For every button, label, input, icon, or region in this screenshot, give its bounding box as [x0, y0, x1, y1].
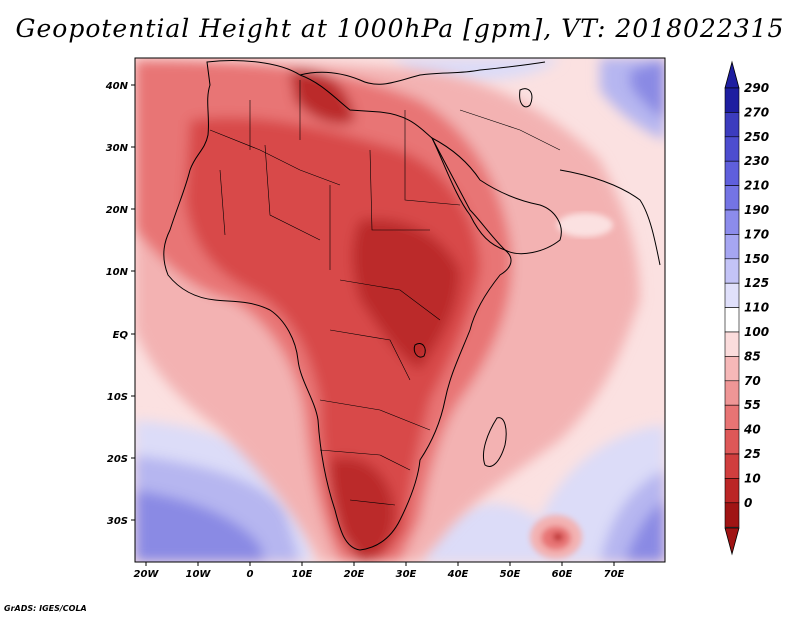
colorbar-label: 125 [744, 276, 769, 290]
mascarene-low [530, 515, 582, 559]
lon-label-70e: 70E [604, 569, 625, 580]
northeast-blue-dark [630, 60, 665, 120]
map-field [135, 58, 665, 562]
lat-label-20n: 20N [106, 205, 129, 216]
lon-label-10w: 10W [186, 569, 212, 580]
lat-label-30n: 30N [106, 143, 129, 154]
country-borders [209, 80, 561, 506]
colorbar-segment [724, 282, 740, 308]
low-core [553, 533, 563, 541]
colorbar-segment [724, 258, 740, 284]
blue-band-light-east [420, 425, 665, 562]
latitude-axis: 40N 30N 20N 10N EQ 10S 20S 30S [105, 81, 135, 527]
colorbar-segment [724, 307, 740, 333]
colorbar-label: 270 [744, 105, 769, 119]
lat-label-30s: 30S [107, 516, 128, 527]
south-asia-coast [559, 169, 661, 266]
lat-label-20s: 20S [107, 454, 128, 465]
colorbar-label: 70 [744, 374, 761, 388]
red-contour-3 [290, 69, 355, 124]
colorbar-label: 55 [744, 398, 761, 412]
colorbar-label: 250 [744, 130, 769, 144]
colorbar-label: 230 [744, 154, 769, 168]
colorbar-label: 150 [744, 252, 769, 266]
arabian-peninsula [430, 136, 562, 255]
colorbar-label: 25 [744, 447, 761, 461]
grads-credit: GrADS: IGES/COLA [4, 604, 87, 613]
colorbar: 2902702502302101901701501251101008570554… [724, 60, 769, 556]
colorbar-label: 85 [744, 349, 761, 363]
lon-label-20w: 20W [134, 569, 160, 580]
colorbar-segment [724, 160, 740, 186]
colorbar-label: 110 [744, 301, 769, 315]
colorbar-segment [724, 209, 740, 235]
colorbar-label: 170 [744, 227, 769, 241]
blue-band-dark-east [625, 500, 665, 562]
colorbar-label: 40 [743, 423, 761, 437]
lat-label-eq: EQ [113, 330, 129, 341]
colorbar-segment [724, 234, 740, 260]
colorbar-segment [724, 502, 740, 528]
map-frame [134, 57, 666, 563]
lon-label-60e: 60E [552, 569, 573, 580]
colorbar-segment [724, 331, 740, 357]
colorbar-top-arrow [724, 60, 740, 89]
madagascar [483, 417, 507, 467]
lon-label-0: 0 [247, 569, 254, 580]
colorbar-label: 10 [744, 471, 761, 485]
longitude-axis: 20W 10W 0 10E 20E 30E 40E 50E 60E 70E [134, 562, 625, 580]
africa-coastline [163, 60, 512, 551]
lon-label-30e: 30E [396, 569, 417, 580]
map-title: Geopotential Height at 1000hPa [gpm], VT… [15, 14, 785, 43]
colorbar-segment [724, 429, 740, 455]
continental-low [135, 60, 640, 562]
lat-label-10n: 10N [106, 267, 129, 278]
lat-label-10s: 10S [107, 392, 128, 403]
colorbar-segment [724, 112, 740, 138]
colorbar-label: 0 [744, 496, 752, 510]
lon-label-10e: 10E [292, 569, 313, 580]
colorbar-label: 290 [744, 81, 769, 95]
caspian-black-sea [519, 88, 533, 108]
lon-label-50e: 50E [500, 569, 521, 580]
lat-label-40n: 40N [105, 81, 129, 92]
colorbar-segment [724, 453, 740, 479]
lon-label-20e: 20E [344, 569, 365, 580]
coastlines [163, 60, 661, 551]
lon-label-40e: 40E [447, 569, 469, 580]
colorbar-segment [724, 87, 740, 113]
colorbar-segment [724, 185, 740, 211]
europe-coast [299, 61, 546, 85]
colorbar-label: 190 [744, 203, 769, 217]
colorbar-segment [724, 404, 740, 430]
colorbar-label: 210 [744, 179, 769, 193]
colorbar-bottom-arrow [724, 527, 740, 556]
colorbar-segment [724, 478, 740, 504]
arabian-sea-patch [557, 213, 613, 237]
red-contour-3c [330, 457, 395, 562]
colorbar-segment [724, 356, 740, 382]
blue-band-dark [135, 490, 265, 562]
lake-victoria [413, 342, 426, 358]
southern-blue-band [135, 420, 665, 562]
colorbar-segment [724, 136, 740, 162]
colorbar-label: 100 [744, 325, 769, 339]
colorbar-segment [724, 380, 740, 406]
